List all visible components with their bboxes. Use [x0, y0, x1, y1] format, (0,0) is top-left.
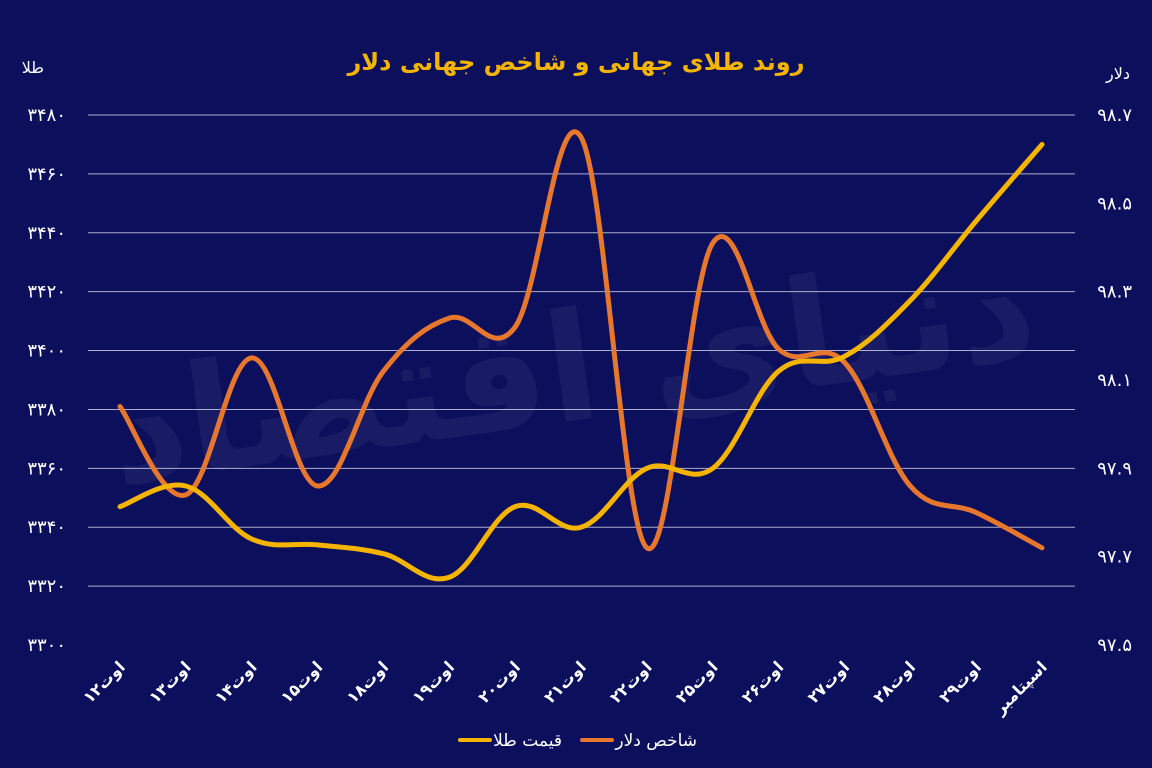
legend-item-gold: قیمت طلا	[458, 731, 562, 751]
left-tick-label: ۳۴۸۰	[27, 105, 66, 126]
grid-lines	[88, 114, 1075, 587]
x-tick-label: ۱۵اوت	[277, 657, 327, 707]
left-tick-label: ۳۴۲۰	[27, 282, 66, 303]
x-tick-label: ۲۷اوت	[804, 657, 854, 707]
legend-label-gold: قیمت طلا	[493, 731, 562, 751]
right-axis-unit: دلار	[1105, 64, 1130, 84]
left-tick-label: ۳۴۶۰	[27, 164, 66, 185]
x-tick-label: ۱۹اوت	[409, 657, 459, 707]
x-tick-label: ۱۸اوت	[343, 657, 393, 707]
left-axis-ticks: ۳۳۰۰ ۳۳۲۰ ۳۳۴۰ ۳۳۶۰ ۳۳۸۰ ۳۴۰۰ ۳۴۲۰ ۳۴۴۰ ۳۴۶۰ ۳۴۸۰	[27, 105, 66, 656]
series-lines	[117, 129, 1045, 582]
legend-item-dollar: شاخص دلار	[580, 731, 697, 751]
left-tick-label: ۳۳۲۰	[27, 576, 66, 597]
left-axis-unit: طلا	[22, 58, 44, 77]
right-axis-ticks: ۹۷.۵ ۹۷.۷ ۹۷.۹ ۹۸.۱ ۹۸.۳ ۹۸.۵ ۹۸.۷	[1097, 105, 1132, 656]
x-tick-label: ۱۴اوت	[211, 657, 261, 707]
series-line-gold	[117, 141, 1045, 582]
legend-label-dollar: شاخص دلار	[614, 731, 697, 751]
right-tick-label: ۹۸.۳	[1097, 282, 1132, 303]
x-tick-label: اسپتامبر	[990, 657, 1052, 719]
x-tick-label: ۱۲اوت	[79, 657, 129, 707]
x-axis-ticks: ۱۲اوت ۱۳اوت ۱۴اوت ۱۵اوت ۱۸اوت ۱۹اوت ۲۰اوت ۲۱اوت…	[79, 657, 1051, 719]
x-tick-label: ۲۲اوت	[606, 657, 656, 707]
right-tick-label: ۹۸.۵	[1097, 193, 1132, 214]
x-tick-label: ۲۱اوت	[540, 657, 590, 707]
right-tick-label: ۹۷.۷	[1097, 547, 1132, 568]
left-tick-label: ۳۳۰۰	[27, 635, 66, 656]
x-tick-label: ۲۵اوت	[672, 657, 722, 707]
right-tick-label: ۹۸.۱	[1097, 370, 1132, 391]
left-tick-label: ۳۴۰۰	[27, 341, 66, 362]
left-tick-label: ۳۴۴۰	[27, 223, 66, 244]
left-tick-label: ۳۳۸۰	[27, 399, 66, 420]
x-tick-label: ۲۸اوت	[870, 657, 920, 707]
chart-title: روند طلای جهانی و شاخص جهانی دلار	[346, 48, 804, 76]
x-tick-label: ۲۹اوت	[935, 657, 985, 707]
right-tick-label: ۹۸.۷	[1097, 105, 1132, 126]
x-tick-label: ۲۶اوت	[738, 657, 788, 707]
right-tick-label: ۹۷.۵	[1097, 635, 1132, 656]
x-tick-label: ۲۰اوت	[474, 657, 524, 707]
right-tick-label: ۹۷.۹	[1097, 458, 1132, 479]
x-tick-label: ۱۳اوت	[145, 657, 195, 707]
series-line-dollar	[117, 129, 1045, 551]
left-tick-label: ۳۳۶۰	[27, 458, 66, 479]
left-tick-label: ۳۳۴۰	[27, 517, 66, 538]
legend: قیمت طلا شاخص دلار	[458, 731, 697, 751]
